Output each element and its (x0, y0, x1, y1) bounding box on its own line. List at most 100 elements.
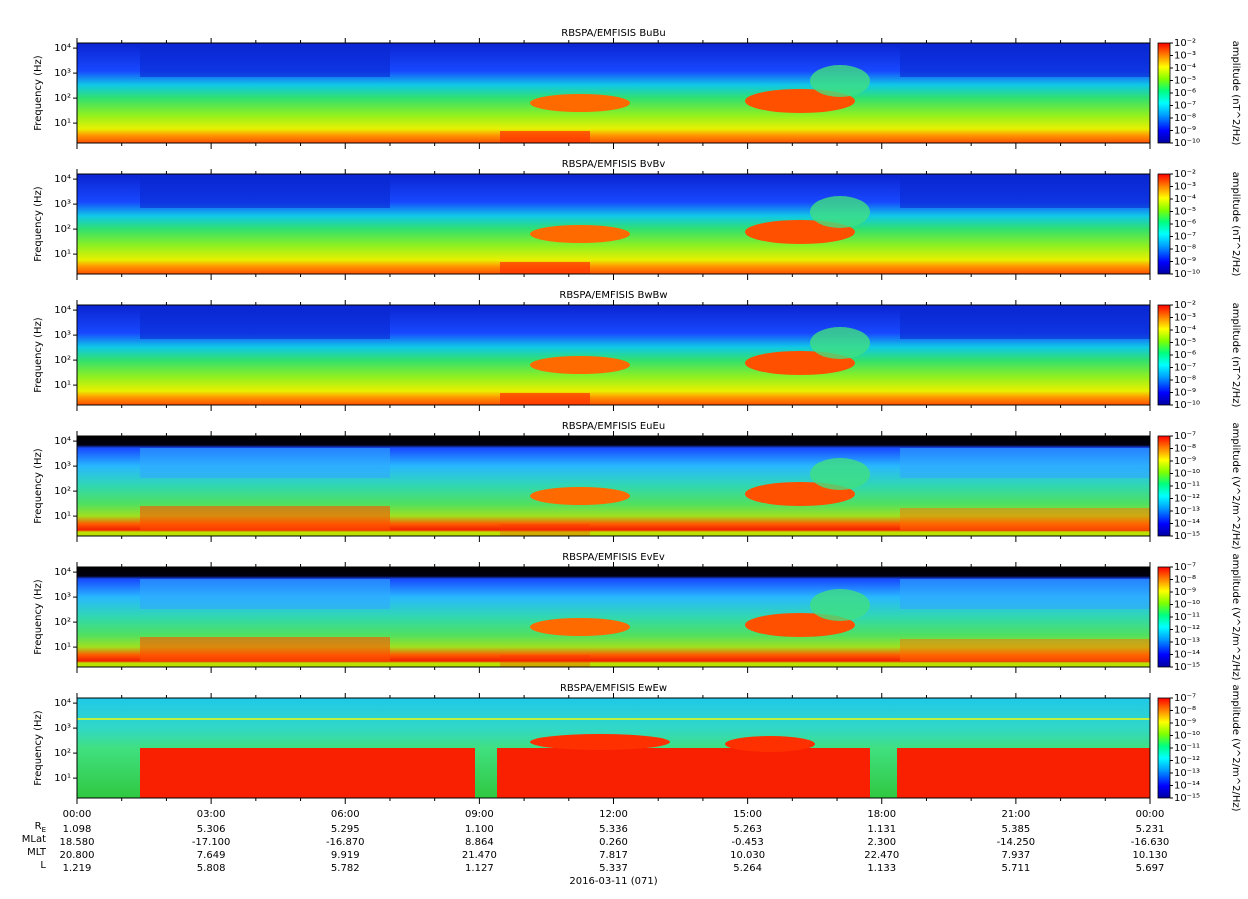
colorbar-tick-label: 10⁻³ (1174, 51, 1196, 62)
ephemeris-value: 1.133 (867, 863, 896, 874)
colorbar-label: amplitude (V^2/m^2/Hz) (1230, 684, 1241, 811)
y-tick-label: 10¹ (54, 118, 71, 129)
spectrogram-blob (810, 327, 870, 359)
spectrogram-blob (810, 458, 870, 490)
colorbar-tick-label: 10⁻¹¹ (1174, 612, 1200, 623)
spectrogram-band (140, 748, 475, 798)
y-axis-label: Frequency (Hz) (33, 448, 44, 524)
ephemeris-value: 0.260 (599, 837, 628, 848)
spectrogram-base (500, 131, 590, 143)
spectrogram-quiet (900, 309, 1150, 339)
colorbar-tick-label: 10⁻⁷ (1174, 101, 1196, 112)
y-tick-label: 10³ (54, 461, 71, 472)
ephemeris-value: 20.800 (60, 850, 95, 861)
colorbar-tick-label: 10⁻⁴ (1174, 325, 1196, 336)
ephemeris-value: -17.100 (192, 837, 231, 848)
spectrogram-red (900, 639, 1150, 661)
spectrogram-blob (530, 356, 630, 374)
y-tick-label: 10¹ (54, 642, 71, 653)
ephemeris-value: 9.919 (331, 850, 360, 861)
colorbar-tick-label: 10⁻³ (1174, 182, 1196, 193)
spectrogram-quiet (900, 579, 1150, 609)
colorbar-tick-label: 10⁻² (1174, 300, 1196, 311)
colorbar-tick-label: 10⁻⁴ (1174, 194, 1196, 205)
ephemeris-name: L (40, 860, 46, 871)
ephemeris-value: 5.231 (1136, 824, 1165, 835)
ephemeris-value: 5.306 (197, 824, 226, 835)
colorbar-tick-label: 10⁻⁸ (1174, 706, 1196, 717)
spectrogram (77, 436, 1150, 536)
colorbar-tick-label: 10⁻² (1174, 38, 1196, 49)
ephemeris-value: 5.263 (733, 824, 762, 835)
y-tick-label: 10⁴ (54, 43, 71, 54)
y-tick-label: 10³ (54, 723, 71, 734)
spectrogram-blob (530, 487, 630, 505)
spectrogram-quiet (140, 178, 390, 208)
colorbar-tick-label: 10⁻⁸ (1174, 113, 1196, 124)
x-tick-label: 15:00 (733, 809, 762, 820)
colorbar (1157, 697, 1171, 799)
spectrogram-red (900, 508, 1150, 530)
spectrogram (77, 43, 1150, 143)
colorbar-tick-label: 10⁻⁹ (1174, 126, 1196, 137)
ephemeris-value: 5.808 (197, 863, 226, 874)
y-tick-label: 10⁴ (54, 567, 71, 578)
colorbar-tick-label: 10⁻¹⁰ (1174, 469, 1200, 480)
ephemeris-label: L (40, 860, 46, 871)
colorbar-tick-label: 10⁻¹⁴ (1174, 519, 1200, 530)
panel-title: RBSPA/EMFISIS BwBw (559, 290, 667, 301)
y-tick-label: 10¹ (54, 511, 71, 522)
colorbar-tick-label: 10⁻¹³ (1174, 506, 1200, 517)
ephemeris-name: MLT (27, 847, 47, 858)
ephemeris-value: 10.030 (730, 850, 765, 861)
colorbar-tick-label: 10⁻¹¹ (1174, 481, 1200, 492)
colorbar-tick-label: 10⁻⁶ (1174, 88, 1196, 99)
x-tick-label: 03:00 (197, 809, 226, 820)
panel-title: RBSPA/EMFISIS EuEu (562, 421, 665, 432)
colorbar-label: amplitude (nT^2/Hz) (1230, 303, 1241, 408)
y-axis-label: Frequency (Hz) (33, 710, 44, 786)
colorbar-tick-label: 10⁻⁹ (1174, 718, 1196, 729)
spectrogram-quiet (900, 178, 1150, 208)
date-label: 2016-03-11 (071) (569, 876, 657, 887)
ephemeris-value: 5.264 (733, 863, 762, 874)
colorbar (1157, 173, 1171, 275)
spectrogram-base (500, 262, 590, 274)
y-tick-label: 10³ (54, 199, 71, 210)
ephemeris-value: 5.295 (331, 824, 360, 835)
y-tick-label: 10⁴ (54, 436, 71, 447)
colorbar-tick-label: 10⁻⁹ (1174, 257, 1196, 268)
spectrogram-blob (530, 618, 630, 636)
ephemeris-value: -0.453 (732, 837, 764, 848)
colorbar-tick-label: 10⁻¹⁰ (1174, 269, 1200, 280)
x-tick-label: 06:00 (331, 809, 360, 820)
ephemeris-value: 18.580 (60, 837, 95, 848)
spectrogram-quiet (900, 448, 1150, 478)
ephemeris-value: 7.937 (1002, 850, 1031, 861)
colorbar-tick-label: 10⁻¹⁰ (1174, 138, 1200, 149)
y-tick-label: 10⁴ (54, 698, 71, 709)
colorbar-tick-label: 10⁻¹³ (1174, 768, 1200, 779)
y-tick-label: 10² (54, 617, 71, 628)
ephemeris-value: 21.470 (462, 850, 497, 861)
y-tick-label: 10² (54, 93, 71, 104)
colorbar-tick-label: 10⁻⁸ (1174, 444, 1196, 455)
spectrogram-blob (810, 196, 870, 228)
spectrogram-band (497, 748, 870, 798)
spectrogram-blob (530, 225, 630, 243)
ephemeris-value: 1.219 (63, 863, 92, 874)
x-tick-label: 09:00 (465, 809, 494, 820)
y-tick-label: 10³ (54, 68, 71, 79)
ephemeris-label: RE (35, 821, 46, 834)
ephemeris-value: 8.864 (465, 837, 494, 848)
ephemeris-value: 5.336 (599, 824, 628, 835)
colorbar-tick-label: 10⁻⁶ (1174, 219, 1196, 230)
spectrogram-line (77, 718, 1150, 720)
ephemeris-value: 5.385 (1002, 824, 1031, 835)
colorbar (1157, 566, 1171, 668)
colorbar-tick-label: 10⁻³ (1174, 313, 1196, 324)
ephemeris-value: 5.711 (1002, 863, 1031, 874)
y-tick-label: 10³ (54, 592, 71, 603)
colorbar-tick-label: 10⁻⁸ (1174, 575, 1196, 586)
